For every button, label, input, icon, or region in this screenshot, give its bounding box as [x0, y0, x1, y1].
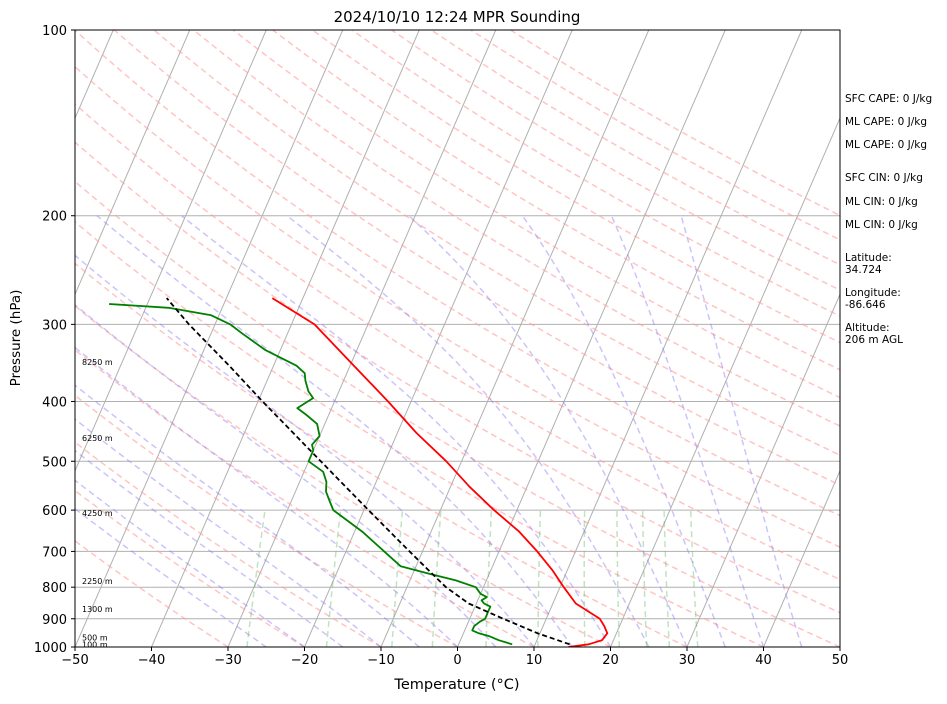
- x-tick-label: −30: [214, 653, 241, 668]
- y-tick-label: 200: [42, 210, 67, 225]
- ml-cape-text-2: ML CAPE: 0 J/kg: [845, 139, 927, 151]
- x-tick-label: −40: [138, 653, 165, 668]
- altitude-value: 206 m AGL: [845, 334, 903, 346]
- altitude-label: Altitude:: [845, 322, 890, 334]
- height-label: 2250 m: [82, 577, 113, 586]
- x-tick-label: 20: [602, 653, 619, 668]
- y-tick-label: 700: [42, 545, 67, 560]
- y-tick-label: 300: [42, 318, 67, 333]
- x-tick-label: 0: [453, 653, 461, 668]
- y-tick-label: 1000: [34, 641, 67, 656]
- y-tick-label: 600: [42, 504, 67, 519]
- latitude-value: 34.724: [845, 264, 882, 276]
- x-tick-label: −20: [291, 653, 318, 668]
- x-tick-label: 30: [679, 653, 696, 668]
- sfc-cin-text: SFC CIN: 0 J/kg: [845, 172, 923, 184]
- height-label: 1300 m: [82, 605, 113, 614]
- x-tick-label: 40: [755, 653, 772, 668]
- y-tick-label: 500: [42, 455, 67, 470]
- y-tick-label: 900: [42, 613, 67, 628]
- ml-cin-text: ML CIN: 0 J/kg: [845, 196, 918, 208]
- latitude-label: Latitude:: [845, 252, 892, 264]
- sfc-cape-text: SFC CAPE: 0 J/kg: [845, 93, 932, 105]
- x-axis-label: Temperature (°C): [393, 677, 519, 693]
- ml-cape-text: ML CAPE: 0 J/kg: [845, 116, 927, 128]
- height-label: 500 m: [82, 633, 108, 642]
- y-tick-label: 400: [42, 395, 67, 410]
- x-tick-label: 50: [832, 653, 849, 668]
- height-label: 4250 m: [82, 509, 113, 518]
- ml-cin-text-2: ML CIN: 0 J/kg: [845, 219, 918, 231]
- y-axis-label: Pressure (hPa): [8, 290, 24, 387]
- y-tick-label: 800: [42, 581, 67, 596]
- chart-title: 2024/10/10 12:24 MPR Sounding: [334, 8, 581, 26]
- height-label: 6250 m: [82, 434, 113, 443]
- x-tick-label: −10: [367, 653, 394, 668]
- y-tick-label: 100: [42, 24, 67, 39]
- longitude-label: Longitude:: [845, 287, 901, 299]
- x-tick-label: 10: [526, 653, 543, 668]
- height-label: 8250 m: [82, 358, 113, 367]
- longitude-value: -86.646: [845, 299, 886, 311]
